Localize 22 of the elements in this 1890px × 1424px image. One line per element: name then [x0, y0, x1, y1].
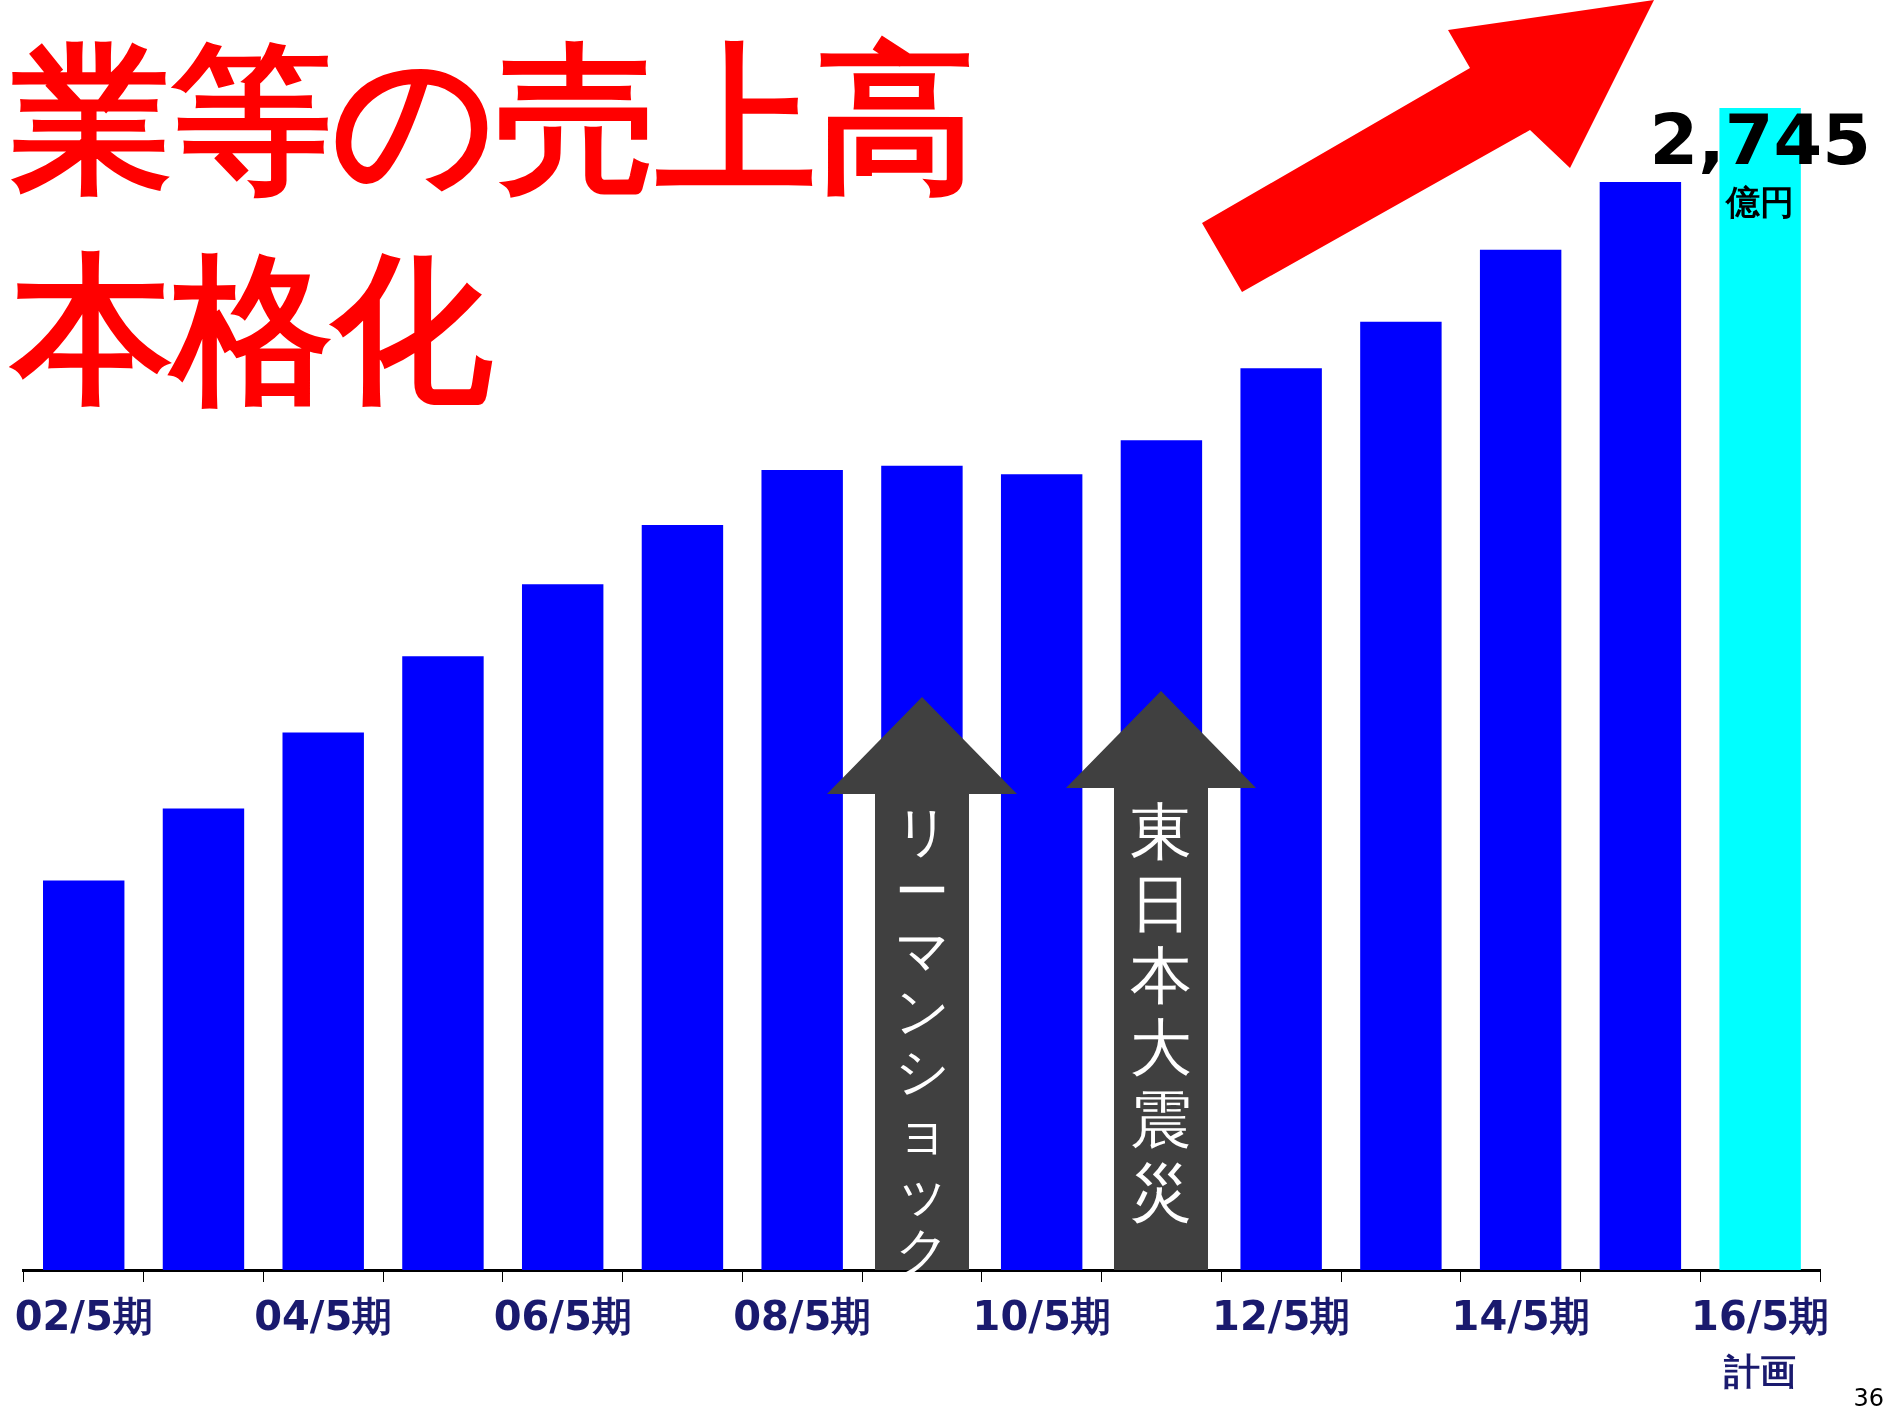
x-tick-label: 16/5期	[1691, 1293, 1830, 1340]
bar	[1360, 321, 1442, 1270]
x-tick-label: 14/5期	[1451, 1293, 1590, 1340]
bar	[282, 732, 364, 1270]
x-tick-label: 12/5期	[1212, 1293, 1351, 1340]
bar	[402, 656, 484, 1270]
bar	[1599, 182, 1682, 1270]
text: 36	[1853, 1384, 1884, 1412]
bar	[162, 808, 245, 1270]
bar	[641, 524, 724, 1270]
chart-title: 業等の売上高	[12, 26, 976, 213]
annotation: 東日本大震災	[1130, 795, 1193, 1228]
text: 計画	[1723, 1350, 1798, 1394]
x-tick-label: 04/5期	[254, 1293, 393, 1340]
bar	[1479, 249, 1562, 1270]
x-tick-label: 08/5期	[733, 1293, 872, 1340]
annotation: 億円	[1724, 181, 1796, 224]
bar	[43, 880, 125, 1270]
bar	[521, 584, 604, 1270]
x-tick-label: 06/5期	[493, 1293, 632, 1340]
x-tick-label: 02/5期	[14, 1293, 153, 1340]
x-tick-label: 10/5期	[972, 1293, 1111, 1340]
